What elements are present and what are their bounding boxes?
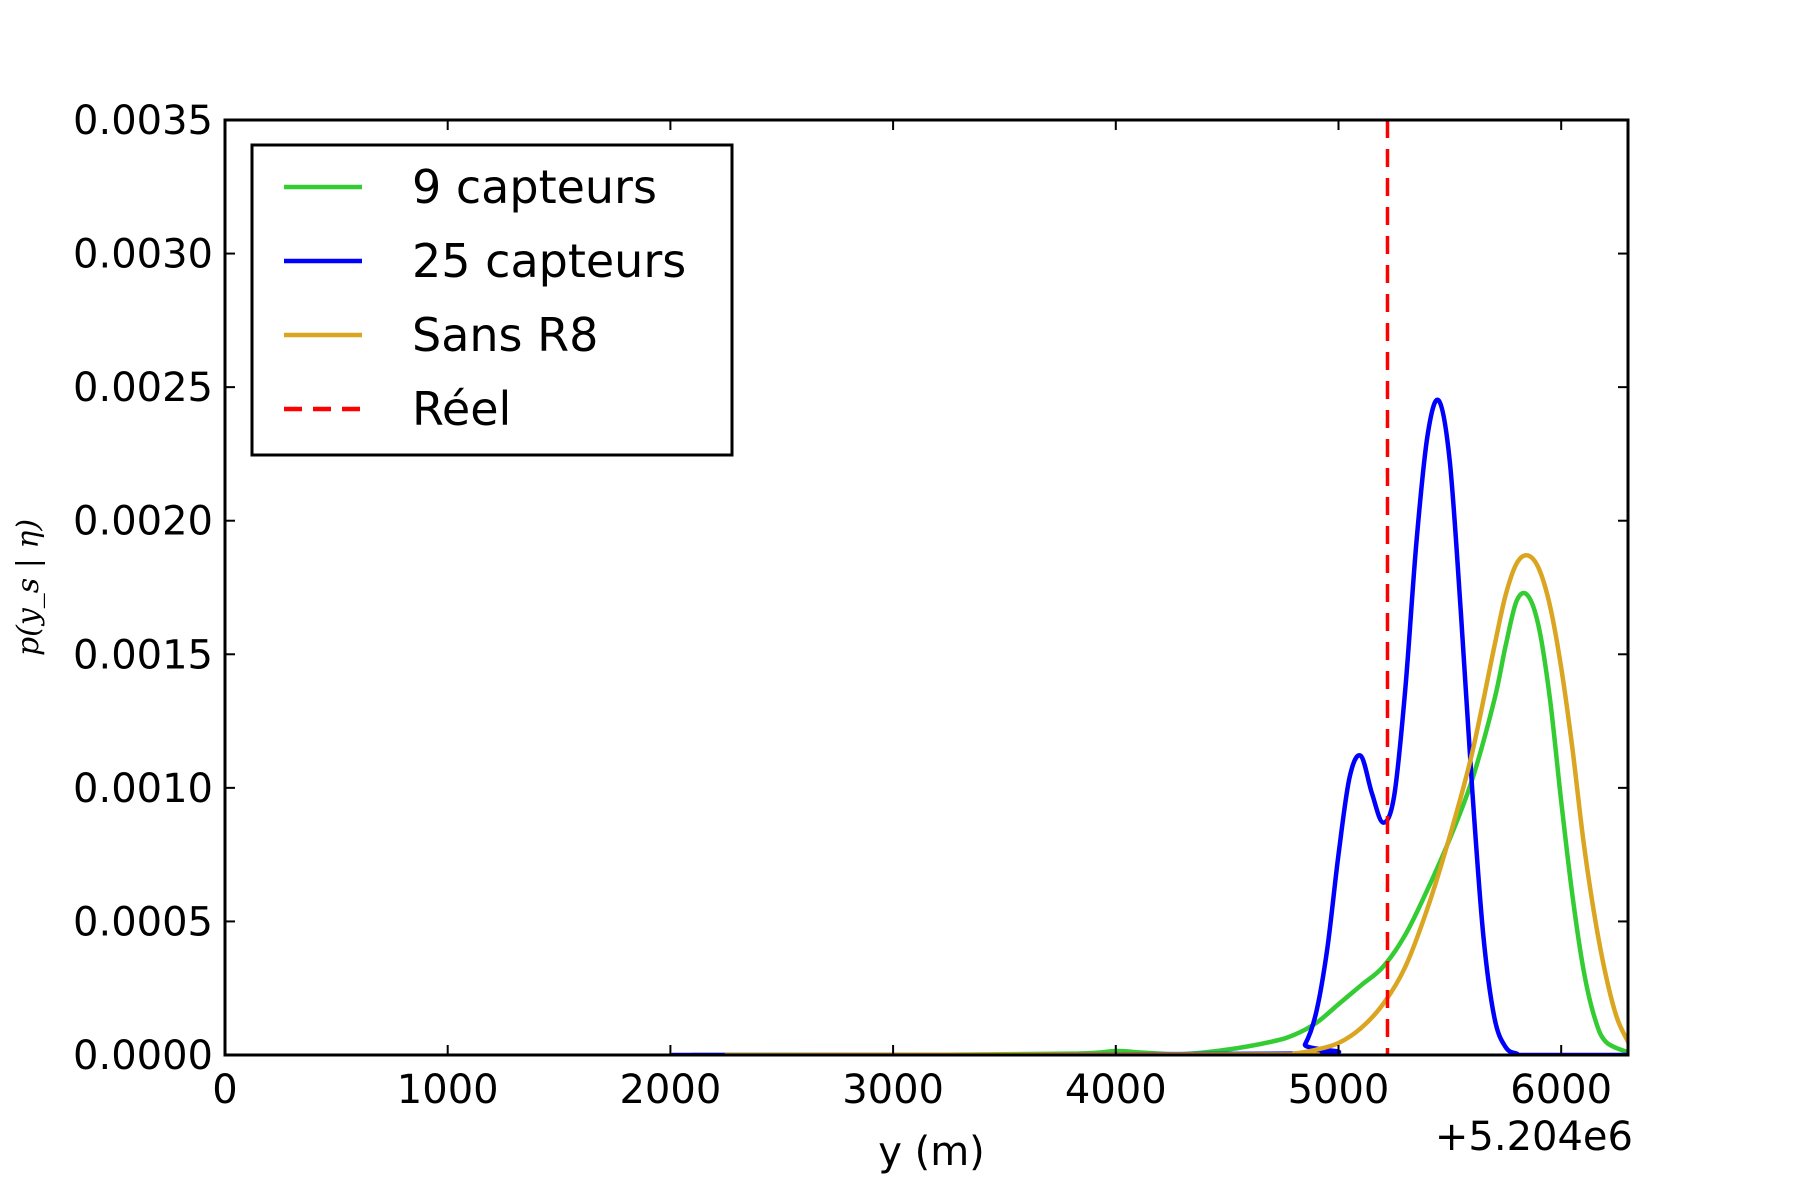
series-line-3 — [723, 553, 1628, 1055]
x-tick-label: 4000 — [1065, 1067, 1167, 1113]
x-tick-label: 1000 — [397, 1067, 499, 1113]
y-tick-label: 0.0000 — [73, 1033, 213, 1079]
legend-label-4: Réel — [412, 382, 511, 436]
y-tick-label: 0.0025 — [73, 365, 213, 411]
y-tick-label: 0.0010 — [73, 766, 213, 812]
legend-box — [250, 143, 734, 457]
plot-frame — [223, 118, 1630, 1057]
x-tick-label: 5000 — [1288, 1067, 1390, 1113]
axes-layer: 0 1000 2000 3000 4000 5000 6000 0.0000 0.0005 0.0… — [73, 98, 1630, 1113]
legend-label-3: Sans R8 — [412, 308, 598, 362]
series-layer — [670, 120, 1628, 1055]
x-tick-label: 6000 — [1510, 1067, 1612, 1113]
series-line-1 — [690, 590, 1628, 1055]
x-tick-label: 0 — [212, 1067, 237, 1113]
series-line-2 — [670, 397, 1628, 1055]
y-tick-label: 0.0005 — [73, 899, 213, 945]
y-tick-label: 0.0035 — [73, 98, 213, 144]
y-axis-label: p(y_s | η) — [11, 519, 46, 656]
x-tick-label: 3000 — [842, 1067, 944, 1113]
x-tick-label: 2000 — [619, 1067, 721, 1113]
legend: 9 capteurs 25 capteurs Sans R8 Réel — [250, 143, 734, 457]
legend-label-2: 25 capteurs — [412, 234, 686, 288]
legend-label-1: 9 capteurs — [412, 160, 657, 214]
x-axis-label: y (m) — [878, 1129, 985, 1175]
y-tick-label: 0.0030 — [73, 232, 213, 278]
x-axis-offset-label: +5.204e6 — [1435, 1114, 1633, 1160]
y-tick-label: 0.0015 — [73, 632, 213, 678]
y-tick-label: 0.0020 — [73, 499, 213, 545]
